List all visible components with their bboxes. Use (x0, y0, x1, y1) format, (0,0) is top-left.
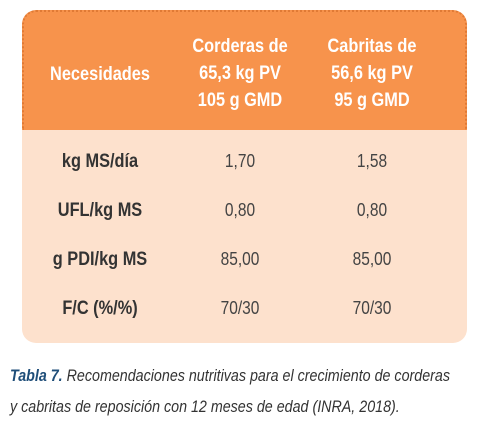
cell-value: 1,70 (224, 151, 256, 171)
header-text: 105 g GMD (197, 90, 283, 111)
header-text: 95 g GMD (334, 90, 410, 111)
header-text: Cabritas de (327, 36, 417, 57)
header-cell: Corderas de 65,3 kg PV 105 g GMD (160, 33, 320, 114)
row-label: kg MS/día (61, 151, 139, 172)
header-text: Necesidades (50, 64, 150, 85)
caption-line: Tabla 7. Recomendaciones nutritivas para… (10, 366, 464, 386)
table-cell: 85,00 (160, 249, 320, 270)
table-cell: g PDI/kg MS (22, 249, 180, 271)
table-cell: 0,80 (160, 200, 320, 221)
header-text: 56,6 kg PV (331, 63, 413, 84)
cell-value: 85,00 (352, 249, 392, 269)
table-cell: 1,70 (160, 151, 320, 172)
table-cell: kg MS/día (22, 151, 180, 173)
table-cell: F/C (%/%) (22, 298, 180, 320)
cell-value: 85,00 (220, 249, 260, 269)
table-cell: 85,00 (292, 249, 452, 270)
caption-text: y cabritas de reposición con 12 meses de… (10, 397, 400, 416)
cell-value: 70/30 (220, 298, 260, 318)
table-cell: 0,80 (292, 200, 452, 221)
cell-value: 0,80 (224, 200, 256, 220)
caption-text: Recomendaciones nutritivas para el creci… (66, 366, 451, 385)
header-text: Corderas de (192, 36, 288, 57)
table-header (22, 10, 467, 130)
table-cell: 1,58 (292, 151, 452, 172)
table-cell: 70/30 (160, 298, 320, 319)
table: Necesidades Corderas de 65,3 kg PV 105 g… (22, 10, 467, 343)
caption-label: Tabla 7. (10, 366, 63, 385)
header-cell: Necesidades (22, 61, 180, 88)
header-text: 65,3 kg PV (199, 63, 281, 84)
table-cell: UFL/kg MS (22, 200, 180, 222)
cell-value: 1,58 (356, 151, 388, 171)
header-cell: Cabritas de 56,6 kg PV 95 g GMD (292, 33, 452, 114)
cell-value: 70/30 (352, 298, 392, 318)
row-label: UFL/kg MS (57, 200, 143, 221)
cell-value: 0,80 (356, 200, 388, 220)
table-cell: 70/30 (292, 298, 452, 319)
row-label: F/C (%/%) (62, 298, 138, 319)
row-label: g PDI/kg MS (52, 249, 148, 270)
caption-line: y cabritas de reposición con 12 meses de… (10, 397, 464, 417)
